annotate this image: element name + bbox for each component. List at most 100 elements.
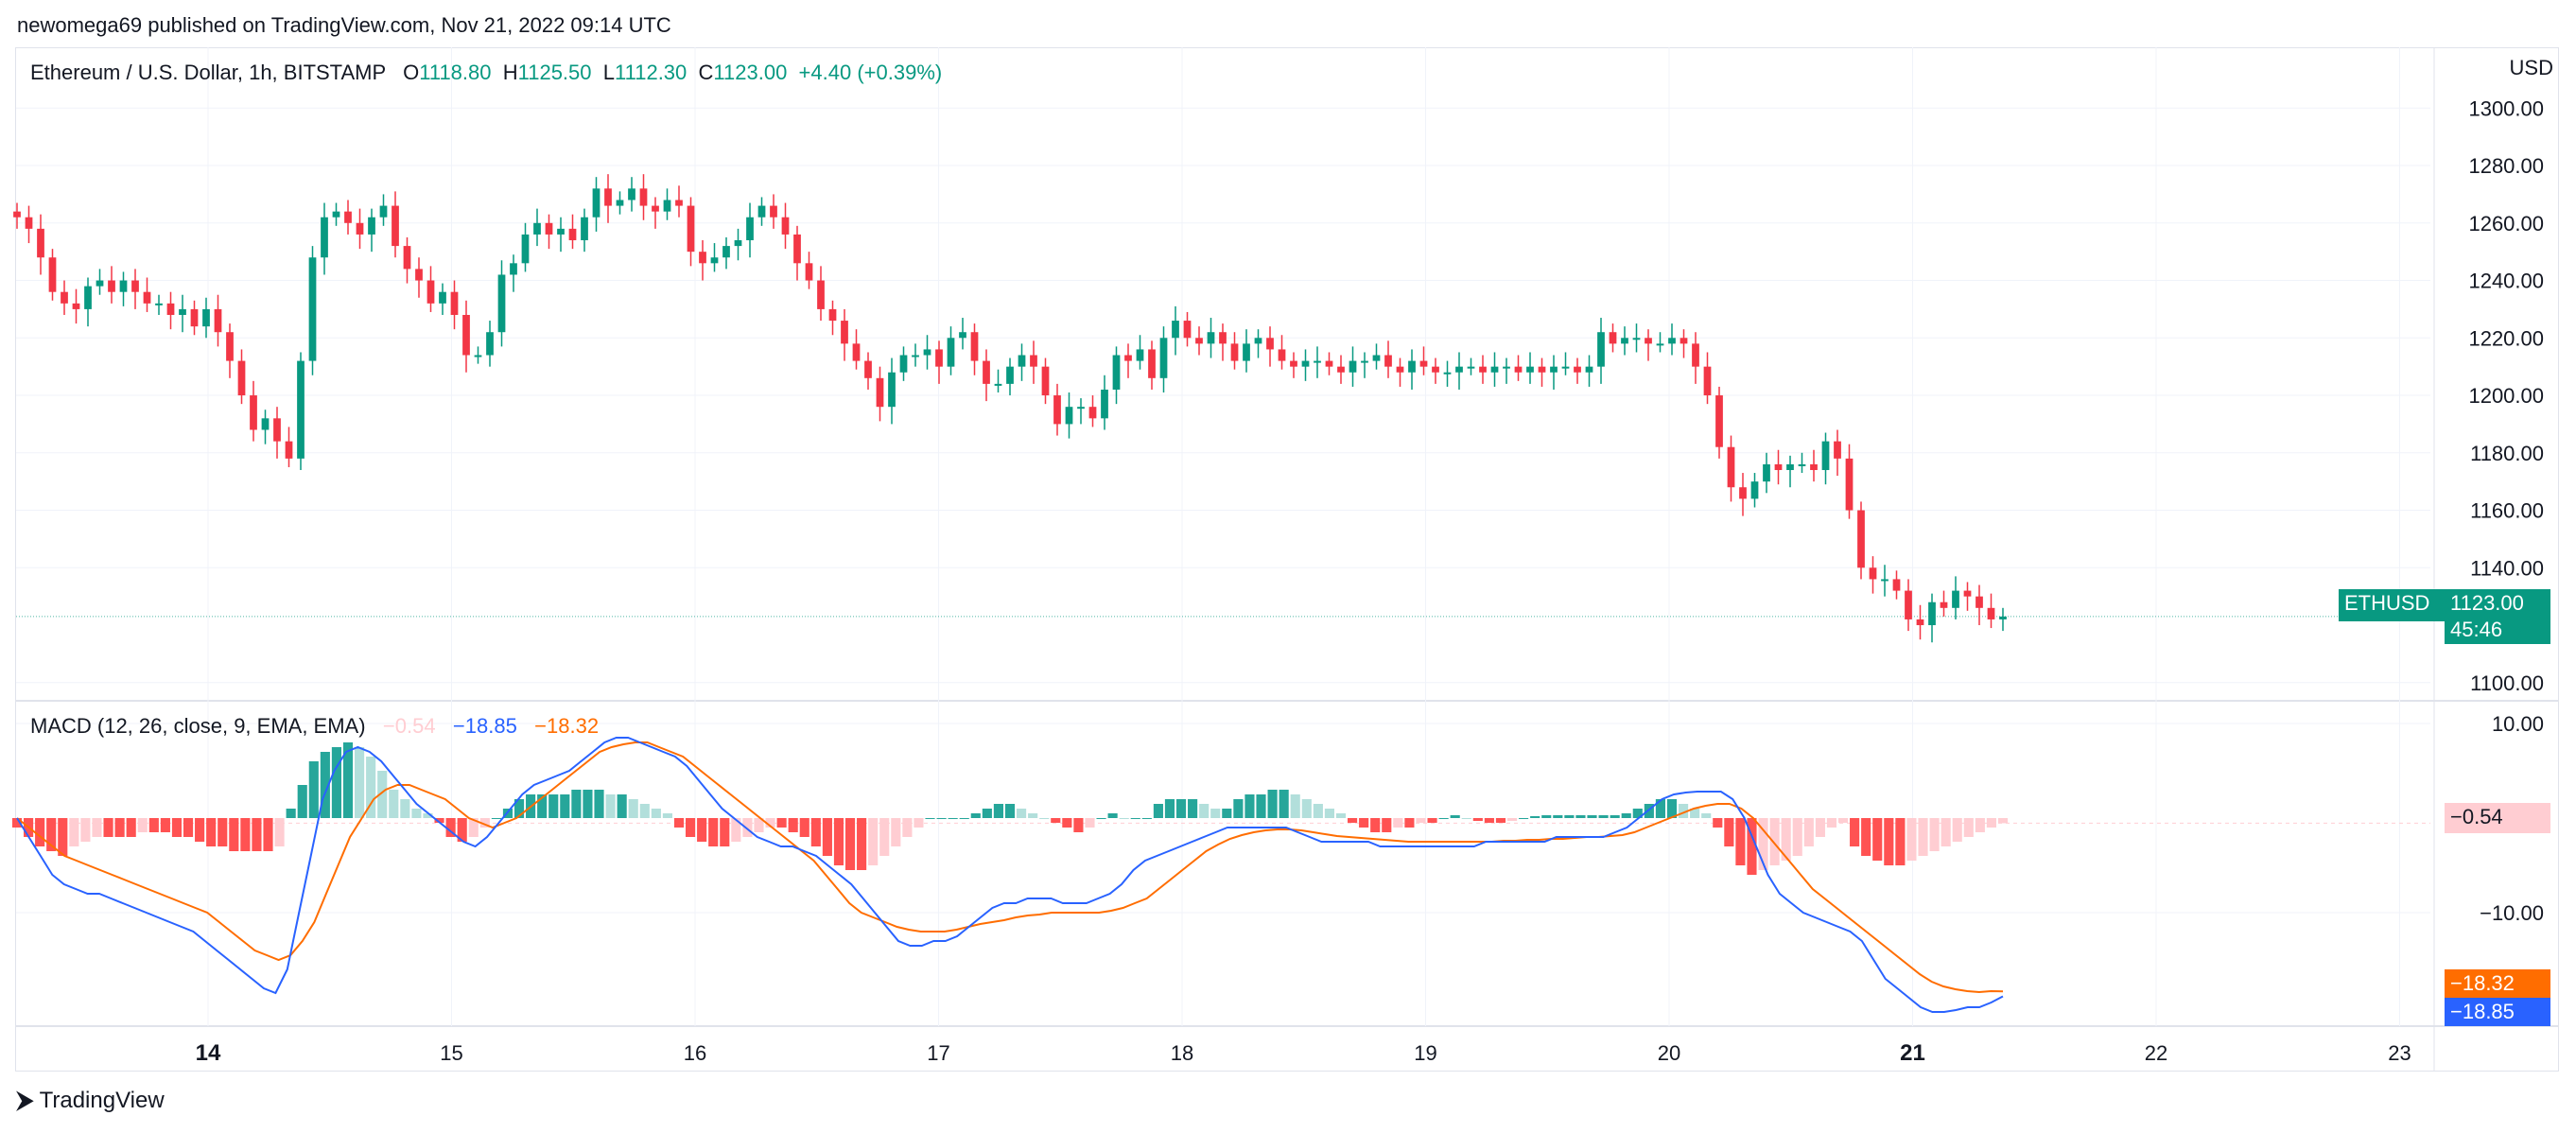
histogram-bar [1975,818,1985,832]
candle-body [1124,355,1132,361]
candle-body [214,308,222,333]
price-legend[interactable]: Ethereum / U.S. Dollar, 1h, BITSTAMP O11… [30,61,942,85]
candle-body [1112,355,1121,390]
histogram-bar [1735,818,1746,865]
candle-body [616,200,624,206]
histogram-bar [1724,818,1734,846]
candle-body [1763,463,1770,482]
candle-body [1574,366,1581,373]
histogram-bar [1416,818,1426,823]
candle-body [970,332,979,361]
histogram-bar [1017,809,1027,818]
histogram-bar [1621,813,1631,818]
candle-body [722,246,730,258]
histogram-bar [1267,790,1278,818]
signal-line [16,741,2004,994]
histogram-bar [35,818,45,846]
histogram-bar [1461,818,1471,819]
price-tick-label: 1280.00 [2468,154,2544,178]
histogram-bar [673,818,685,828]
macd-lines [16,737,2004,1013]
grid-lines [16,47,2559,1072]
chart-frame[interactable] [15,47,2559,1072]
histogram-bar [742,818,753,837]
time-tick-label: 15 [440,1041,462,1065]
currency-label[interactable]: USD [2509,56,2553,79]
candle-body [1396,366,1404,373]
candle-body [947,338,955,367]
histogram-bar [1130,818,1140,819]
histogram-bar [46,818,57,851]
candle-body [250,395,257,430]
histogram-bar [1895,818,1906,865]
candle-body [781,217,790,235]
histogram-bar [1986,818,1996,828]
histogram-bar [286,809,296,818]
candle-body [1349,360,1357,373]
histogram-bar [548,794,559,818]
candle-body [368,217,375,235]
open-value: 1118.80 [419,61,492,84]
candle-body [356,222,364,235]
candle-body [1159,338,1168,378]
candle-body [1550,366,1558,373]
price-axis: 1300.00 1280.00 1260.00 1240.00 1220.00 1200.… [2468,96,2544,925]
histogram-bar [229,818,239,851]
candle-body [639,188,648,206]
candle-body [108,280,115,292]
histogram-bar [708,818,719,846]
tradingview-logo[interactable]: ⮞ TradingView [17,1088,165,1114]
histogram-bar [799,818,809,837]
candle-body [261,418,270,430]
histogram-bar [1495,818,1506,823]
candle-body [486,332,494,356]
histogram-bar [1564,815,1575,818]
price-tick-label: 1100.00 [2470,671,2544,695]
candle-body [1041,366,1050,396]
histogram-bar [1690,809,1700,818]
candle-body [332,211,340,218]
candle-body [1018,355,1026,367]
histogram-bar [1324,809,1334,818]
candle-body [1384,355,1392,367]
candle-body [1219,332,1227,344]
histogram-bar [1826,818,1837,828]
histogram-bar [970,813,981,818]
candle-body [1999,616,2007,619]
candle-body [1810,463,1818,471]
histogram-bar [879,818,890,856]
histogram-bar [628,799,638,818]
candle-body [1976,596,1983,608]
candle-body [37,228,44,258]
macd-legend[interactable]: MACD (12, 26, close, 9, EMA, EMA) −0.54 … [30,714,599,739]
histogram-bar [1758,818,1768,870]
candle-body [1514,366,1523,373]
candle-body [1337,366,1345,373]
candle-body [1727,446,1735,488]
price-tick-label: 1180.00 [2470,442,2544,465]
histogram-bar [1004,804,1016,818]
candle-body [1372,355,1381,361]
histogram-bar [331,747,341,818]
candle-body [592,188,600,218]
countdown-tag: 45:46 [2445,616,2550,644]
time-axis: 14 15 16 17 18 19 20 21 22 23 [196,1040,2411,1066]
histogram-bar [1679,804,1689,818]
candle-body [663,200,671,212]
histogram-bar [491,818,501,819]
histogram-bar [639,804,650,818]
histogram-bar [160,818,170,832]
candle-body [1479,366,1487,373]
candle-body [710,257,719,264]
histogram-bar [594,790,604,818]
candle-body [805,263,813,281]
price-tick-label: 1300.00 [2468,96,2544,120]
time-tick-label: 17 [927,1041,949,1065]
tradingview-logo-icon: ⮞ [17,1088,34,1113]
histogram-bar [1610,815,1620,818]
time-tick-label: 23 [2388,1041,2411,1065]
candle-body [923,349,931,356]
histogram-bar [537,794,548,818]
histogram-bar [1438,818,1449,819]
